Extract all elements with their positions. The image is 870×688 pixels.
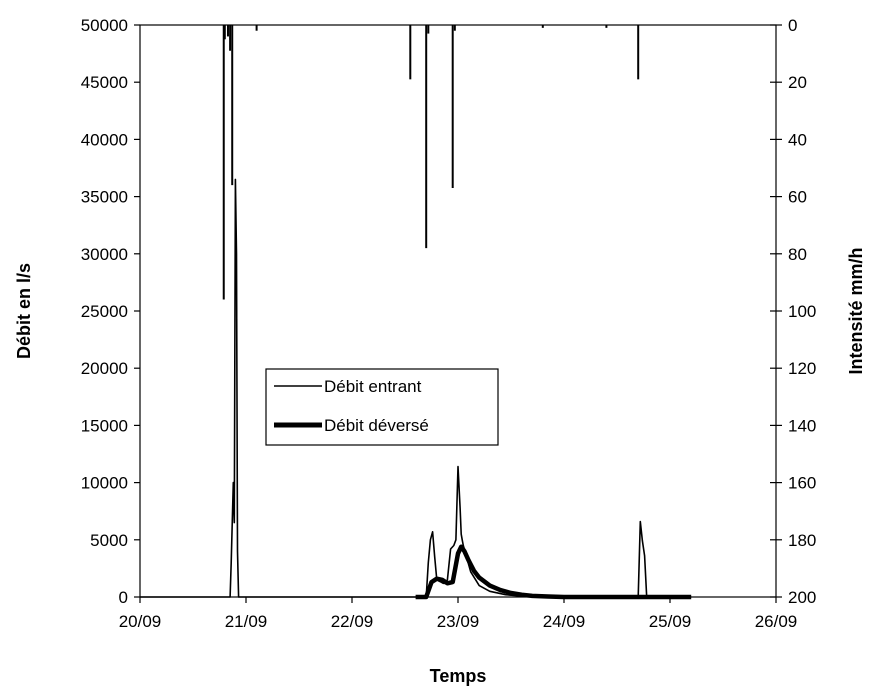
right-y-tick-label: 40: [788, 130, 807, 149]
right-y-axis: 0 20 40 60 80 100 120 140 160 180 200: [770, 16, 816, 607]
right-y-tick-label: 0: [788, 16, 797, 35]
series-intensite: [222, 25, 640, 300]
right-y-axis-title: Intensité mm/h: [846, 247, 866, 374]
right-y-tick-label: 100: [788, 302, 816, 321]
left-y-tick-label: 20000: [81, 359, 128, 378]
right-y-tick-label: 200: [788, 588, 816, 607]
left-y-tick-label: 35000: [81, 188, 128, 207]
left-y-tick-label: 45000: [81, 73, 128, 92]
left-y-axis-title: Débit en l/s: [14, 263, 34, 359]
x-tick-label: 21/09: [225, 612, 268, 631]
left-y-tick-label: 5000: [90, 531, 128, 550]
right-y-tick-label: 80: [788, 245, 807, 264]
x-axis-title: Temps: [430, 666, 487, 686]
left-y-tick-label: 30000: [81, 245, 128, 264]
x-tick-label: 26/09: [755, 612, 798, 631]
x-tick-label: 25/09: [649, 612, 692, 631]
left-y-tick-label: 40000: [81, 130, 128, 149]
legend: Débit entrant Débit déversé: [265, 368, 499, 446]
right-y-tick-label: 140: [788, 416, 816, 435]
left-y-tick-label: 50000: [81, 16, 128, 35]
right-y-tick-label: 60: [788, 188, 807, 207]
legend-label-debit-entrant: Débit entrant: [324, 377, 422, 396]
x-tick-label: 24/09: [543, 612, 586, 631]
series-layer: [140, 25, 692, 600]
left-y-tick-label: 10000: [81, 474, 128, 493]
left-y-axis: 0 5000 10000 15000 20000 25000 30000 35000 40000…: [81, 16, 140, 607]
right-y-tick-label: 20: [788, 73, 807, 92]
x-tick-label: 23/09: [437, 612, 480, 631]
x-tick-label: 22/09: [331, 612, 374, 631]
right-y-tick-label: 160: [788, 474, 816, 493]
x-axis: 20/09 21/09 22/09 23/09 24/09 25/09 26/09: [119, 597, 798, 631]
series-line-debit-deverse: [415, 544, 692, 600]
left-y-tick-label: 15000: [81, 416, 128, 435]
right-y-tick-label: 120: [788, 359, 816, 378]
series-line-debit-entrant: [140, 178, 692, 598]
legend-box: [265, 368, 499, 446]
legend-label-debit-deverse: Débit déversé: [324, 416, 429, 435]
right-y-tick-label: 180: [788, 531, 816, 550]
x-tick-label: 20/09: [119, 612, 162, 631]
left-y-tick-label: 25000: [81, 302, 128, 321]
left-y-tick-label: 0: [119, 588, 128, 607]
